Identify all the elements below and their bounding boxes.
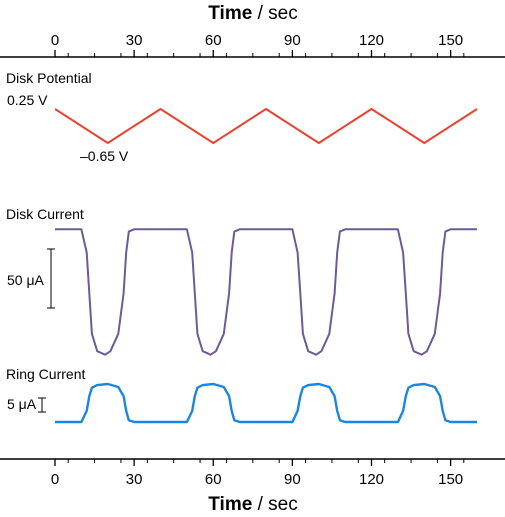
bottom-axis-tick-label-0: 0 [51,471,59,488]
bottom-axis-title-unit: / sec [252,494,297,515]
ring-scale-bar [38,397,46,413]
top-axis-tick-label-30: 30 [126,32,143,49]
top-axis-tick-label-60: 60 [205,32,222,49]
top-axis-tick-label-0: 0 [51,32,59,49]
ring-current-line [55,382,477,424]
top-axis-title-unit: / sec [252,3,297,24]
disk-potential-line [54,108,478,144]
bottom-time-axis: 0 30 60 90 120 150 Time / sec [0,458,505,515]
top-axis-tick-label-120: 120 [359,32,384,49]
bottom-axis-title-main: Time [208,494,252,515]
disk-potential-label: Disk Potential [6,70,92,86]
top-axis-ticks: 0 30 60 90 120 150 [51,32,465,57]
bottom-axis-tick-label-60: 60 [205,471,222,488]
bottom-axis-tick-label-120: 120 [359,471,384,488]
bottom-axis-ticks: 0 30 60 90 120 150 [51,459,465,488]
potential-high-annotation: 0.25 V [7,92,48,108]
top-axis-title-main: Time [208,3,252,24]
top-axis-tick-label-90: 90 [284,32,301,49]
ring-scale-bar-label: 5 μA [7,396,37,412]
disk-current-line [55,228,477,356]
disk-scale-bar [47,248,55,309]
top-time-axis: Time / sec 0 30 60 90 120 150 [0,3,505,58]
bottom-axis-tick-label-150: 150 [438,471,463,488]
top-axis-tick-label-150: 150 [438,32,463,49]
top-axis-title: Time / sec [208,3,297,24]
bottom-axis-tick-label-90: 90 [284,471,301,488]
potential-low-annotation: –0.65 V [80,148,129,164]
bottom-axis-title: Time / sec [208,494,297,515]
bottom-axis-tick-label-30: 30 [126,471,143,488]
disk-current-label: Disk Current [6,206,84,222]
ring-current-label: Ring Current [6,366,85,382]
disk-scale-bar-label: 50 μA [7,272,45,288]
